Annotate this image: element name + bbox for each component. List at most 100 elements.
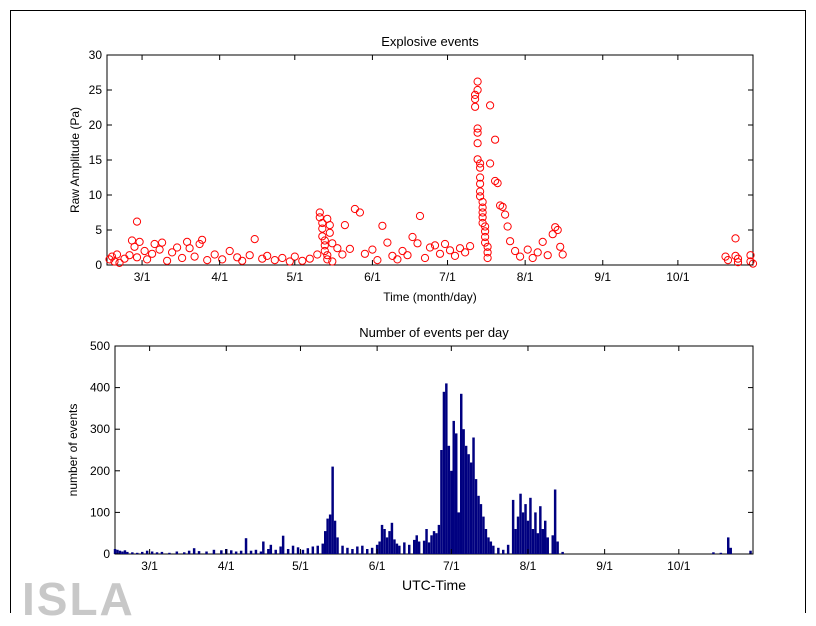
scatter-point-24 <box>190 252 199 261</box>
scatter-point-9 <box>132 217 142 226</box>
bar-85 <box>455 433 458 554</box>
bar-72 <box>422 540 426 554</box>
scatter-point-80 <box>435 249 445 258</box>
scatter-point-73 <box>403 251 412 260</box>
y-tick-label-5: 500 <box>90 339 110 353</box>
x-tick-label-5: 8/1 <box>520 559 537 573</box>
scatter-point-112 <box>483 248 492 257</box>
bar-6 <box>131 552 134 554</box>
bar-0 <box>113 549 117 554</box>
bar-63 <box>390 522 394 554</box>
scatter-point-126 <box>523 245 532 254</box>
bar-17 <box>192 548 196 554</box>
scatter-point-23 <box>185 244 194 253</box>
scatter-point-87 <box>471 90 480 100</box>
scatter-point-37 <box>270 256 279 265</box>
figure-frame <box>10 10 806 613</box>
scatter-point-131 <box>548 230 557 239</box>
bar-y-ticks: 0 100 200 300 400 500 <box>90 339 753 561</box>
bar-5 <box>126 551 129 554</box>
scatter-point-68 <box>378 221 387 230</box>
scatter-point-18 <box>163 256 172 265</box>
bar-125 <box>727 537 730 554</box>
bar-80 <box>442 391 446 554</box>
scatter-point-17 <box>158 238 167 247</box>
bar-chart-title: Number of events per day <box>359 325 509 340</box>
scatter-point-97 <box>476 163 485 172</box>
bar-95 <box>479 504 483 554</box>
scatter-point-113 <box>483 253 492 263</box>
bar-127 <box>749 550 752 554</box>
scatter-point-39 <box>285 257 294 266</box>
y-tick-label-0: 0 <box>103 547 110 561</box>
bar-70 <box>415 535 418 554</box>
bar-93 <box>474 479 478 554</box>
bar-90 <box>467 454 470 554</box>
bar-59 <box>380 524 384 554</box>
scatter-point-117 <box>491 176 500 186</box>
scatter-points <box>105 77 758 268</box>
bar-26 <box>244 538 248 554</box>
scatter-point-103 <box>478 203 487 212</box>
bar-97 <box>484 529 488 554</box>
bar-21 <box>220 550 223 554</box>
bar-52 <box>351 549 354 554</box>
bar-8 <box>141 551 144 554</box>
bar-y-axis-label: number of events <box>66 404 80 497</box>
bar-series <box>113 383 752 554</box>
bar-91 <box>469 462 473 554</box>
scatter-point-129 <box>538 237 547 246</box>
y-tick-label-2: 200 <box>90 464 110 478</box>
bar-2 <box>118 550 122 554</box>
scatter-point-45 <box>315 213 324 222</box>
x-tick-label-0: 3/1 <box>141 559 158 573</box>
figure-canvas: Explosive events 0 5 10 15 20 25 30 3/1 4/1 5/1 6… <box>66 34 758 593</box>
scatter-point-92 <box>473 124 482 133</box>
y-tick-label-4: 20 <box>89 118 103 132</box>
bar-83 <box>450 470 453 554</box>
bar-67 <box>403 542 406 554</box>
scatter-chart-title: Explosive events <box>381 34 479 49</box>
x-tick-label-1: 4/1 <box>211 270 228 284</box>
scatter-point-42 <box>305 254 314 263</box>
bar-87 <box>460 393 463 554</box>
scatter-point-99 <box>476 179 485 188</box>
bar-55 <box>366 549 369 554</box>
bar-71 <box>417 541 421 554</box>
x-tick-label-3: 6/1 <box>369 559 386 573</box>
scatter-point-43 <box>313 250 322 259</box>
y-tick-label-1: 100 <box>90 505 110 519</box>
bar-32 <box>269 544 273 554</box>
scatter-point-65 <box>360 249 369 258</box>
bar-48 <box>333 520 337 554</box>
bar-81 <box>445 383 448 554</box>
bar-42 <box>316 545 319 554</box>
bar-35 <box>281 535 285 554</box>
bar-36 <box>286 549 290 554</box>
x-tick-label-2: 5/1 <box>286 270 303 284</box>
y-tick-label-0: 0 <box>95 258 102 272</box>
bar-25 <box>239 550 243 554</box>
scatter-point-137 <box>723 256 733 265</box>
bar-x-ticks: 3/1 4/1 5/1 6/1 7/1 8/1 9/1 10/1 <box>141 346 691 573</box>
scatter-point-93 <box>473 128 482 137</box>
bar-4 <box>123 550 127 554</box>
bar-68 <box>408 544 411 554</box>
scatter-point-141 <box>733 258 743 267</box>
bar-119 <box>551 535 554 554</box>
bar-31 <box>267 549 270 554</box>
scatter-point-20 <box>173 243 182 252</box>
scatter-point-134 <box>556 242 565 251</box>
scatter-point-100 <box>476 187 485 196</box>
scatter-point-21 <box>178 253 187 263</box>
bar-69 <box>413 539 416 554</box>
bar-40 <box>306 548 310 554</box>
bar-56 <box>370 547 374 554</box>
bar-75 <box>430 535 433 554</box>
bar-3 <box>121 551 124 554</box>
bar-112 <box>531 529 535 554</box>
scatter-point-94 <box>473 139 482 148</box>
scatter-plot-area <box>106 54 754 266</box>
scatter-point-98 <box>476 173 485 182</box>
scatter-point-44 <box>315 208 324 217</box>
